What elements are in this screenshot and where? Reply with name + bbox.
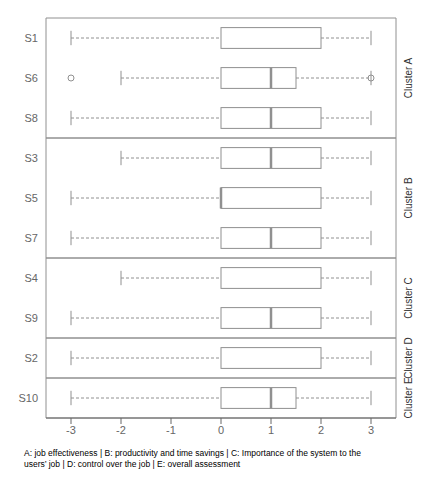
svg-text:S6: S6 bbox=[25, 72, 38, 84]
svg-text:3: 3 bbox=[368, 424, 374, 436]
svg-text:Cluster A: Cluster A bbox=[403, 57, 414, 98]
svg-text:1: 1 bbox=[268, 424, 274, 436]
svg-text:S7: S7 bbox=[25, 232, 38, 244]
svg-text:0: 0 bbox=[218, 424, 224, 436]
svg-text:S2: S2 bbox=[25, 352, 38, 364]
svg-text:Cluster E: Cluster E bbox=[403, 377, 414, 418]
svg-text:S3: S3 bbox=[25, 152, 38, 164]
svg-text:S4: S4 bbox=[25, 272, 38, 284]
svg-text:Cluster B: Cluster B bbox=[403, 177, 414, 218]
svg-text:2: 2 bbox=[318, 424, 324, 436]
html-text:users’ job | D: control over t: users’ job | D: control over the job | E… bbox=[24, 459, 241, 469]
svg-text:-2: -2 bbox=[116, 424, 126, 436]
svg-text:-1: -1 bbox=[166, 424, 176, 436]
svg-text:Cluster D: Cluster D bbox=[403, 337, 414, 379]
svg-text:-3: -3 bbox=[66, 424, 76, 436]
html-text:A: job effectiveness | B: prod: A: job effectiveness | B: productivity a… bbox=[24, 448, 361, 458]
svg-text:S1: S1 bbox=[25, 32, 38, 44]
svg-text:Cluster C: Cluster C bbox=[403, 277, 414, 319]
svg-text:S10: S10 bbox=[18, 392, 38, 404]
svg-text:S9: S9 bbox=[25, 312, 38, 324]
svg-text:S5: S5 bbox=[25, 192, 38, 204]
svg-text:S8: S8 bbox=[25, 112, 38, 124]
